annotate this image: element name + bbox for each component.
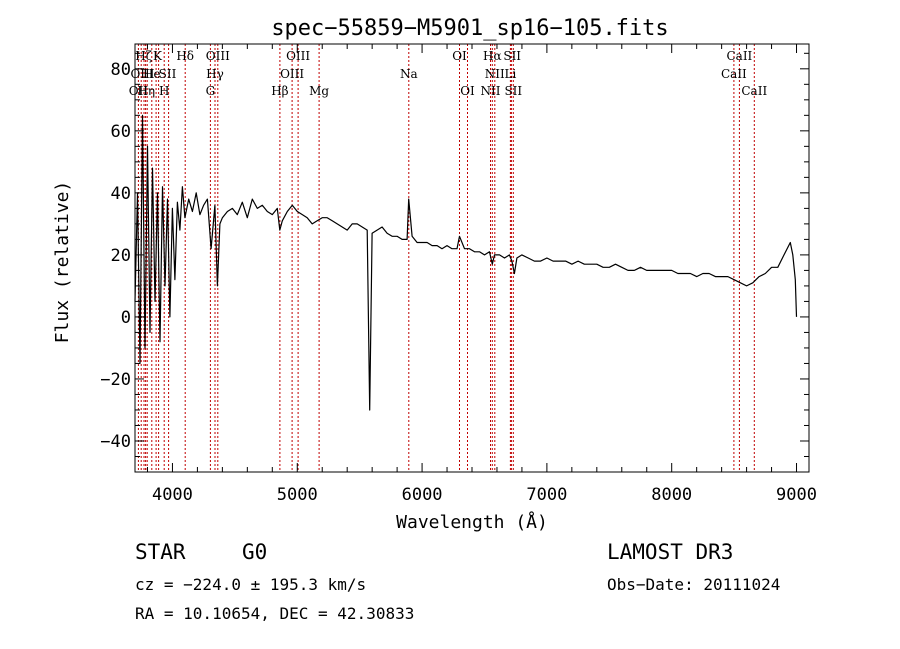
line-label: Hδ <box>176 49 194 63</box>
line-label: CaII <box>741 84 767 98</box>
x-tick-label: 9000 <box>776 485 817 505</box>
line-label: OIII <box>286 49 310 63</box>
chart-title: spec−55859−M5901_sp16−105.fits <box>271 16 668 41</box>
y-tick-label: −20 <box>100 370 131 390</box>
line-label: OI <box>460 84 475 98</box>
x-tick-label: 8000 <box>651 485 692 505</box>
line-label: Hα <box>483 49 502 63</box>
y-tick-label: 0 <box>121 308 131 328</box>
coordinates-text: RA = 10.10654, DEC = 42.30833 <box>135 604 415 623</box>
line-label: Mg <box>309 84 329 98</box>
plot-frame <box>134 43 810 473</box>
line-label: CaII <box>726 49 752 63</box>
line-label: OI <box>452 49 467 63</box>
object-subclass: G0 <box>242 540 268 564</box>
line-label: G <box>206 84 216 98</box>
line-label: He <box>143 67 161 81</box>
line-label: Hζ <box>135 49 152 63</box>
line-label: Hη <box>137 84 155 98</box>
obs-date-text: Obs−Date: 20111024 <box>607 575 781 594</box>
y-axis-label: Flux (relative) <box>52 181 73 344</box>
line-label: SII <box>159 67 177 81</box>
line-label: H <box>159 84 169 98</box>
line-label: K <box>153 49 163 63</box>
spectrum-line <box>134 114 798 411</box>
redshift-text: cz = −224.0 ± 195.3 km/s <box>135 575 367 594</box>
line-label: OIII <box>206 49 230 63</box>
object-class: STAR <box>135 540 186 564</box>
line-label: Hγ <box>206 67 224 81</box>
line-label: CaII <box>721 67 747 81</box>
y-tick-label: 60 <box>111 122 131 142</box>
y-tick-label: 80 <box>111 60 131 80</box>
line-label: OIII <box>130 67 154 81</box>
line-label: SII <box>503 49 521 63</box>
line-label: Na <box>400 67 418 81</box>
x-tick-label: 6000 <box>402 485 443 505</box>
y-tick-label: 20 <box>111 246 131 266</box>
line-label: SII <box>504 84 522 98</box>
survey-name: LAMOST DR3 <box>607 540 734 564</box>
line-label: OIII <box>280 67 304 81</box>
x-tick-label: 5000 <box>277 485 318 505</box>
line-label: NII <box>481 84 501 98</box>
y-tick-label: −40 <box>100 432 131 452</box>
line-label: Hβ <box>271 84 288 98</box>
line-label: NII <box>485 67 505 81</box>
y-tick-label: 40 <box>111 184 131 204</box>
line-label: OII <box>129 84 149 98</box>
x-tick-label: 4000 <box>152 485 193 505</box>
x-axis-label: Wavelength (Å) <box>396 511 548 533</box>
line-label: Li <box>504 67 516 81</box>
x-tick-label: 7000 <box>526 485 567 505</box>
